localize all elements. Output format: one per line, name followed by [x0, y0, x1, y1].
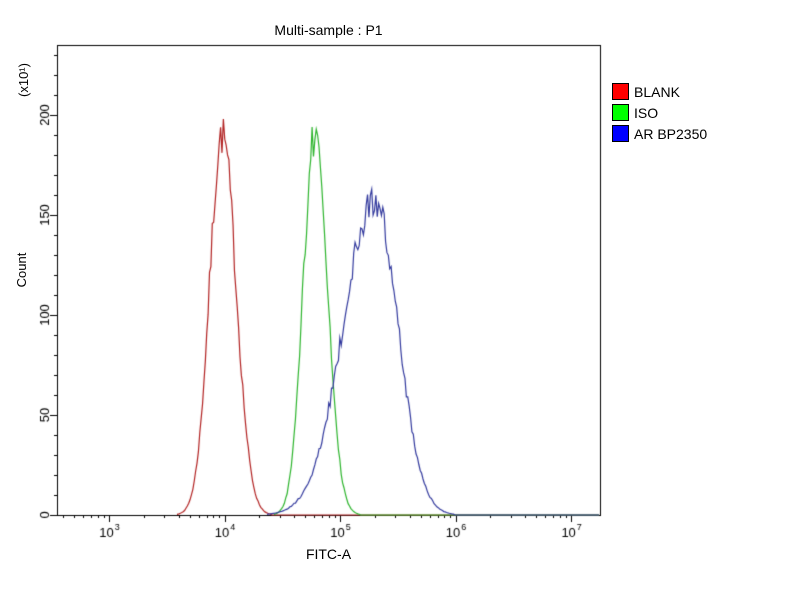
legend-color-swatch — [612, 125, 629, 142]
legend-series-label: AR BP2350 — [634, 125, 708, 142]
chart-title: Multi-sample : P1 — [274, 22, 383, 38]
legend-series-label: ISO — [634, 104, 659, 121]
x-axis-label: FITC-A — [305, 546, 352, 562]
legend-color-swatch — [612, 104, 629, 121]
legend-series-label: BLANK — [634, 83, 680, 100]
legend-item-blank: BLANK — [612, 83, 707, 100]
y-axis-label: Count — [14, 252, 29, 288]
legend-item-ar-bp2350: AR BP2350 — [612, 125, 707, 142]
legend-item-iso: ISO — [612, 104, 707, 121]
legend: BLANK ISO AR BP2350 — [612, 83, 707, 146]
legend-color-swatch — [612, 83, 629, 100]
y-axis-unit-label: (x10¹) — [16, 63, 31, 97]
